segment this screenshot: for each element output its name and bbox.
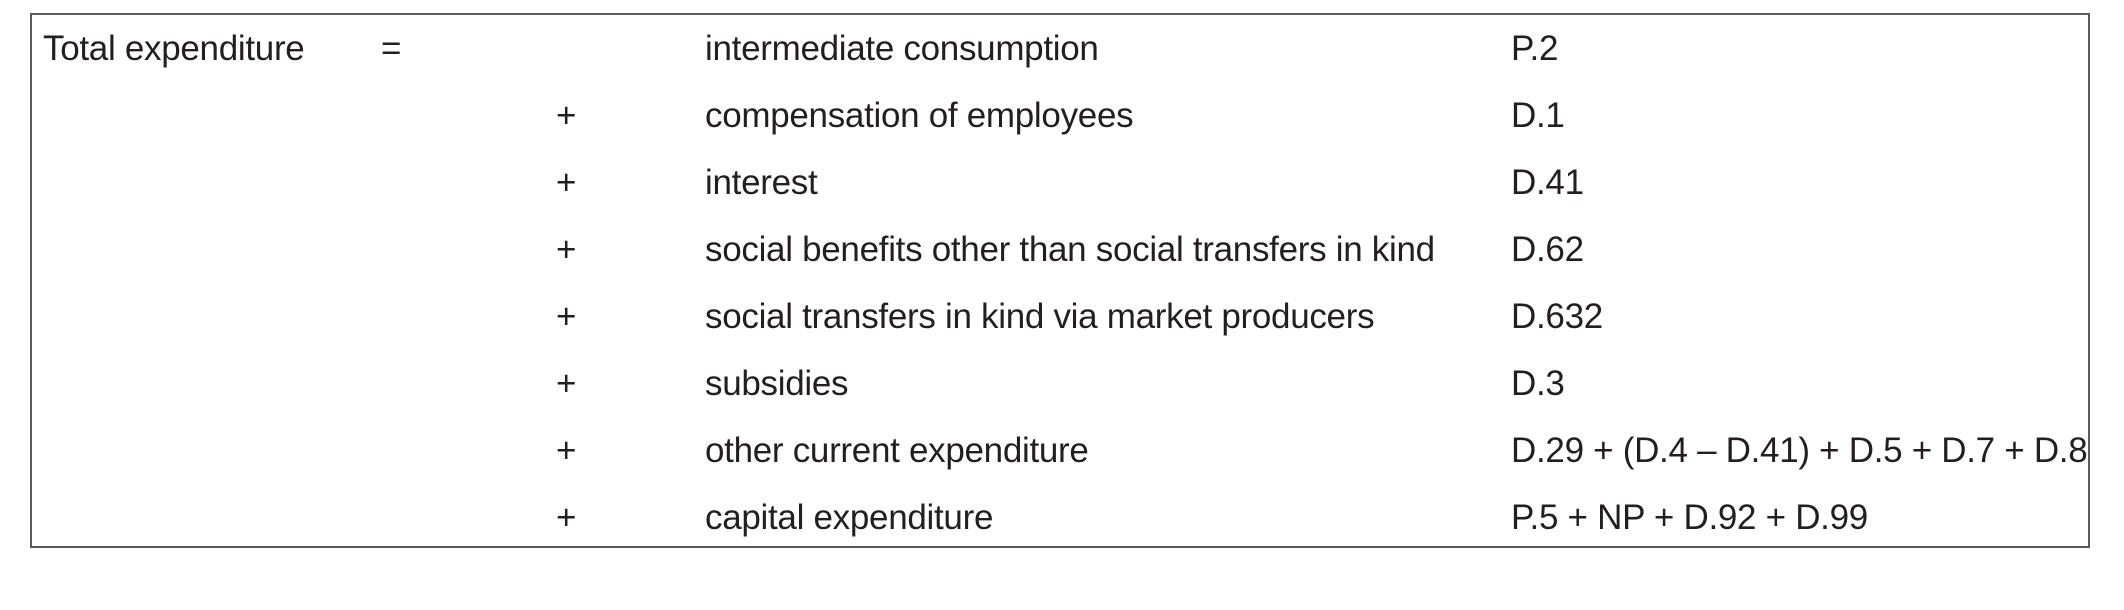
component-code: D.41 xyxy=(1511,163,1584,202)
component-description: subsidies xyxy=(705,364,849,403)
table-row: Total expenditure = intermediate consump… xyxy=(32,15,2088,82)
component-description: social transfers in kind via market prod… xyxy=(705,297,1375,336)
total-expenditure-label: Total expenditure xyxy=(43,29,305,68)
table-row: + social benefits other than social tran… xyxy=(32,216,2088,283)
table-row: + compensation of employees D.1 xyxy=(32,82,2088,149)
component-code: D.632 xyxy=(1511,297,1603,336)
component-description: compensation of employees xyxy=(705,96,1134,135)
expenditure-definition-table: Total expenditure = intermediate consump… xyxy=(30,13,2090,548)
operator: + xyxy=(556,297,577,336)
operator: + xyxy=(556,498,577,537)
operator: + xyxy=(556,230,577,269)
component-description: intermediate consumption xyxy=(705,29,1099,68)
equals-sign: = xyxy=(381,29,402,68)
table-row: + social transfers in kind via market pr… xyxy=(32,283,2088,350)
component-code: D.62 xyxy=(1511,230,1584,269)
table-row: + capital expenditure P.5 + NP + D.92 + … xyxy=(32,484,2088,551)
operator: + xyxy=(556,364,577,403)
component-description: interest xyxy=(705,163,818,202)
table-row: + interest D.41 xyxy=(32,149,2088,216)
component-description: social benefits other than social transf… xyxy=(705,230,1435,269)
component-description: other current expenditure xyxy=(705,431,1089,470)
component-description: capital expenditure xyxy=(705,498,994,537)
operator: + xyxy=(556,431,577,470)
component-code: D.3 xyxy=(1511,364,1565,403)
component-code: D.29 + (D.4 – D.41) + D.5 + D.7 + D.8 xyxy=(1511,431,2088,470)
component-code: D.1 xyxy=(1511,96,1565,135)
operator: + xyxy=(556,96,577,135)
component-code: P.2 xyxy=(1511,29,1559,68)
operator: + xyxy=(556,163,577,202)
table-row: + subsidies D.3 xyxy=(32,350,2088,417)
component-code: P.5 + NP + D.92 + D.99 xyxy=(1511,498,1868,537)
table-row: + other current expenditure D.29 + (D.4 … xyxy=(32,417,2088,484)
